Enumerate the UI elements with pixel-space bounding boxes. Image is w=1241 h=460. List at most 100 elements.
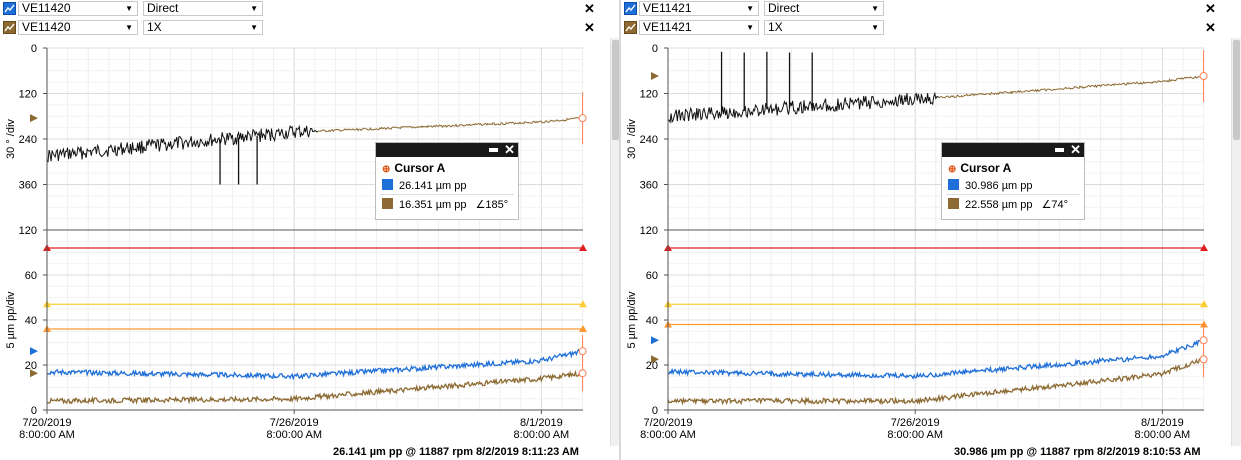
phase-tick-label: 120 (640, 89, 658, 101)
vertical-scrollbar[interactable] (1231, 38, 1241, 446)
phase-tick-label: 120 (19, 225, 37, 237)
brown-trend-icon (3, 21, 16, 34)
amp-tick-label: 0 (652, 405, 658, 417)
amp-tick-label: 20 (646, 360, 658, 372)
panel-divider (619, 0, 621, 460)
brown-trend-icon (624, 21, 637, 34)
x-tick-date: 8/1/2019 (520, 417, 563, 429)
alarm-marker (579, 325, 587, 332)
mode-select[interactable]: Direct ▼ (764, 1, 884, 16)
close-icon[interactable]: ✕ (1205, 20, 1216, 35)
cursor-marker (578, 347, 587, 356)
mode-select-value: Direct (147, 1, 179, 15)
cursor-crosshair-icon: ⊕ (948, 164, 957, 175)
brown-trend-icon (382, 198, 393, 209)
x-tick-time: 8:00:00 AM (19, 429, 75, 441)
scrollbar-thumb[interactable] (1233, 40, 1240, 140)
vertical-scrollbar[interactable] (610, 38, 620, 446)
cursor-readout-box[interactable]: ✕ ⊕ Cursor A 26.141 µm pp 16.351 µm pp ∠1… (375, 142, 519, 220)
x-tick-time: 8:00:00 AM (1135, 429, 1191, 441)
close-icon[interactable]: ✕ (584, 20, 595, 35)
filtered-amplitude-trace (46, 369, 584, 405)
mode-select[interactable]: Direct ▼ (143, 1, 263, 16)
filter-select-value: 1X (768, 20, 783, 34)
point-select[interactable]: VE11420 ▼ (18, 20, 138, 35)
phase-trace (938, 74, 1204, 99)
current-value-marker (651, 336, 659, 345)
amp-tick-label: 40 (25, 315, 37, 327)
cursor-box-header[interactable]: ✕ (942, 142, 1084, 157)
point-select[interactable]: VE11421 ▼ (639, 1, 759, 16)
filtered-amplitude-trace (667, 356, 1204, 406)
direct-amplitude-trace (667, 338, 1204, 380)
divider (380, 194, 514, 195)
x-tick-time: 8:00:00 AM (514, 429, 570, 441)
cursor-direct-row: 30.986 µm pp (948, 179, 1033, 192)
point-select-value: VE11420 (22, 1, 71, 15)
trend-plot[interactable]: 0 120 240 360 120 30 ° /div 60 40 20 0 5 µm pp/div… (621, 38, 1221, 448)
x-tick-time: 8:00:00 AM (887, 429, 943, 441)
filter-select[interactable]: 1X ▼ (764, 20, 884, 35)
point-select-value: VE11421 (643, 1, 692, 15)
point-select[interactable]: VE11421 ▼ (639, 20, 759, 35)
filter-select-value: 1X (147, 20, 162, 34)
brown-trend-icon (948, 198, 959, 209)
cursor-marker (1199, 336, 1208, 345)
cursor-filtered-angle: ∠74° (1041, 199, 1069, 211)
cursor-title: ⊕ Cursor A (948, 161, 1011, 175)
alarm-marker (1200, 320, 1208, 328)
scrollbar-thumb[interactable] (612, 40, 619, 140)
alarm-marker (579, 300, 587, 308)
x-tick-date: 7/20/2019 (644, 417, 693, 429)
left-panel: VE11420 ▼ Direct ▼ ✕ VE11420 ▼ 1X ▼ ✕ 0 1… (0, 0, 620, 460)
minimize-icon[interactable] (1055, 148, 1064, 152)
phase-tick-label: 240 (19, 134, 37, 146)
phase-tick-label: 0 (31, 43, 37, 55)
current-value-marker (30, 369, 38, 378)
chevron-down-icon: ▼ (746, 4, 754, 13)
phase-tick-label: 0 (652, 43, 658, 55)
trend-plot[interactable]: 0 120 240 360 120 30 ° /div 60 40 20 0 5 µm pp/div… (0, 38, 600, 448)
cursor-readout-box[interactable]: ✕ ⊕ Cursor A 30.986 µm pp 22.558 µm pp ∠7… (941, 142, 1085, 220)
alarm-marker (1200, 300, 1208, 308)
direct-amplitude-trace (46, 347, 584, 381)
chevron-down-icon: ▼ (125, 4, 133, 13)
chevron-down-icon: ▼ (871, 23, 879, 32)
amp-tick-label: 60 (25, 270, 37, 282)
amp-axis-label: 5 µm pp/div (5, 291, 17, 349)
close-icon[interactable]: ✕ (1070, 142, 1081, 157)
phase-trace (46, 124, 319, 163)
cursor-direct-value: 30.986 µm pp (965, 180, 1033, 192)
cursor-crosshair-icon: ⊕ (382, 164, 391, 175)
cursor-marker (1199, 355, 1208, 364)
cursor-filtered-row: 16.351 µm pp ∠185° (382, 198, 508, 211)
close-icon[interactable]: ✕ (1205, 1, 1216, 16)
point-select[interactable]: VE11420 ▼ (18, 1, 138, 16)
cursor-title-text: Cursor A (394, 161, 446, 175)
cursor-box-header[interactable]: ✕ (376, 142, 518, 157)
current-value-marker (651, 72, 659, 81)
chevron-down-icon: ▼ (250, 23, 258, 32)
alarm-marker (579, 244, 587, 251)
phase-axis-label: 30 ° /div (626, 119, 638, 159)
cursor-filtered-value: 16.351 µm pp (399, 199, 467, 211)
amp-tick-label: 20 (25, 360, 37, 372)
phase-trace (667, 91, 940, 124)
minimize-icon[interactable] (489, 148, 498, 152)
current-value-marker (30, 114, 38, 123)
toolbar-row-direct: VE11421 ▼ Direct ▼ ✕ (621, 0, 1221, 18)
x-tick-date: 7/26/2019 (891, 417, 940, 429)
cursor-direct-value: 26.141 µm pp (399, 180, 467, 192)
close-icon[interactable]: ✕ (584, 1, 595, 16)
filter-select[interactable]: 1X ▼ (143, 20, 263, 35)
cursor-filtered-row: 22.558 µm pp ∠74° (948, 198, 1068, 211)
close-icon[interactable]: ✕ (504, 142, 515, 157)
status-readout: 30.986 µm pp @ 11887 rpm 8/2/2019 8:10:5… (954, 446, 1201, 458)
status-readout: 26.141 µm pp @ 11887 rpm 8/2/2019 8:11:2… (333, 446, 579, 458)
right-panel: VE11421 ▼ Direct ▼ ✕ VE11421 ▼ 1X ▼ ✕ 0 1… (621, 0, 1241, 460)
divider (946, 194, 1080, 195)
phase-tick-label: 120 (19, 89, 37, 101)
mode-select-value: Direct (768, 1, 800, 15)
cursor-marker (578, 114, 587, 123)
cursor-title-text: Cursor A (960, 161, 1012, 175)
